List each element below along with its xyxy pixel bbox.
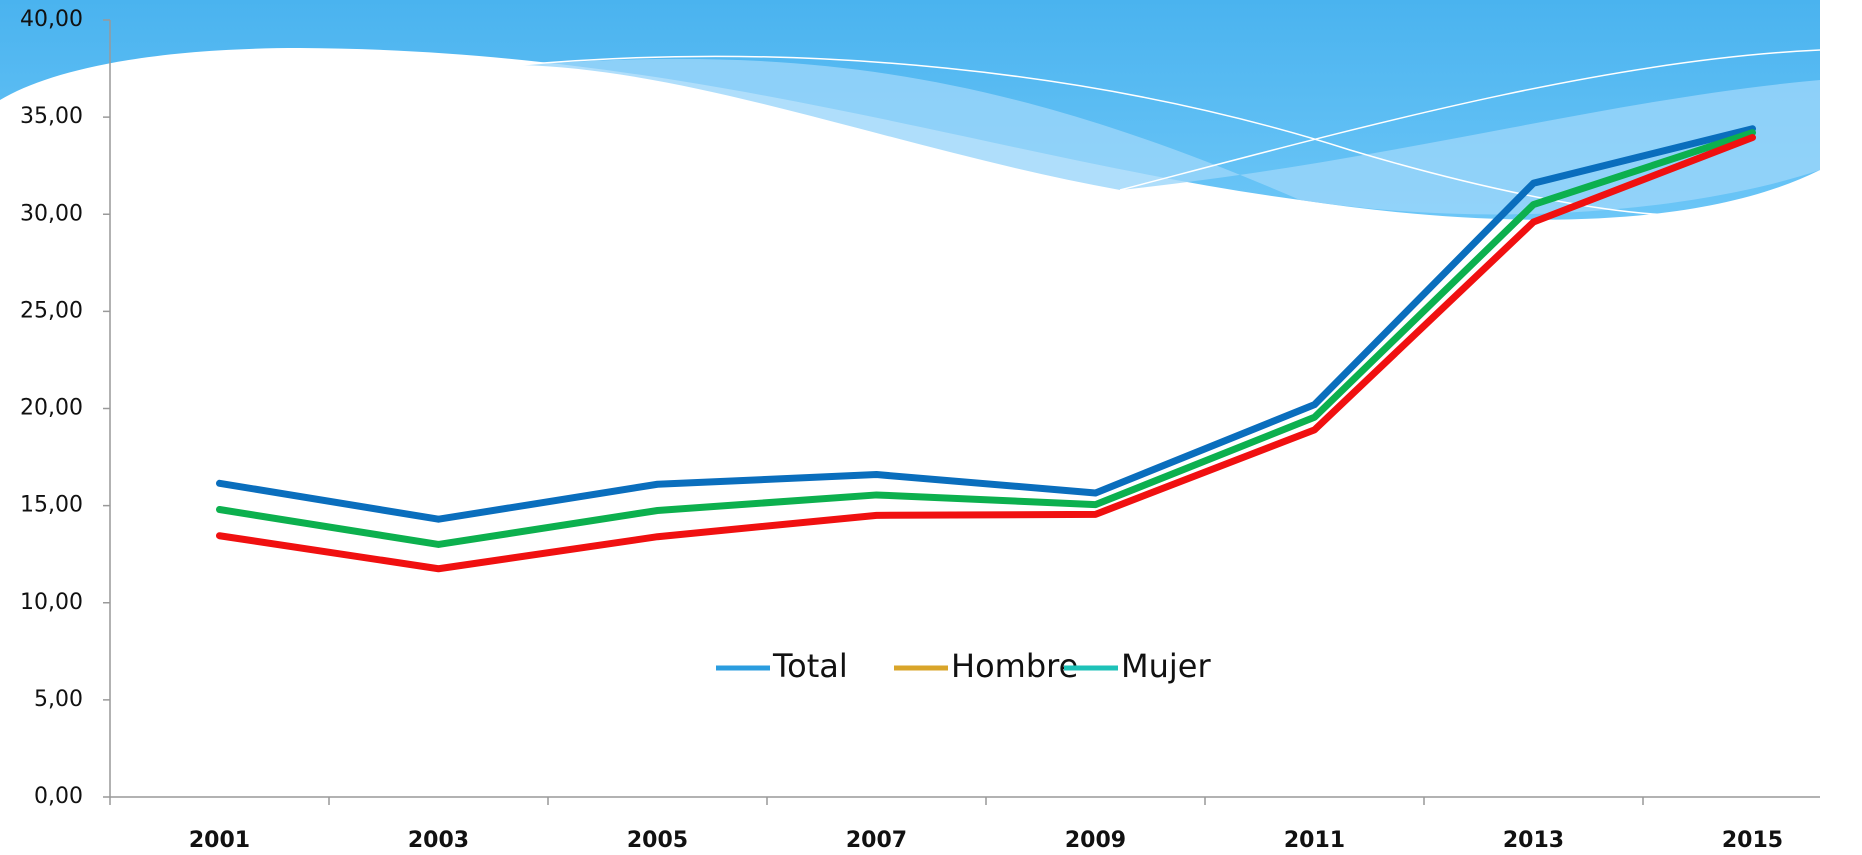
y-tick-label: 15,00 bbox=[20, 493, 83, 518]
legend-label: Total bbox=[772, 647, 848, 685]
x-tick-label: 2011 bbox=[1284, 828, 1345, 853]
x-tick-label: 2003 bbox=[408, 828, 469, 853]
y-tick-label: 40,00 bbox=[20, 7, 83, 32]
background-wave bbox=[0, 0, 1821, 220]
y-tick-label: 5,00 bbox=[34, 687, 83, 712]
x-tick-label: 2015 bbox=[1722, 828, 1783, 853]
y-tick-label: 20,00 bbox=[20, 396, 83, 421]
x-tick-label: 2013 bbox=[1503, 828, 1564, 853]
y-tick-label: 35,00 bbox=[20, 104, 83, 129]
y-tick-label: 0,00 bbox=[34, 784, 83, 809]
x-tick-label: 2007 bbox=[846, 828, 907, 853]
series-line bbox=[216, 129, 1756, 548]
y-tick-label: 30,00 bbox=[20, 201, 83, 226]
series-line bbox=[216, 125, 1756, 523]
x-tick-label: 2005 bbox=[627, 828, 688, 853]
y-tick-label: 10,00 bbox=[20, 590, 83, 615]
series-line bbox=[216, 134, 1756, 573]
x-tick-label: 2009 bbox=[1065, 828, 1126, 853]
x-tick-label: 2001 bbox=[189, 828, 250, 853]
legend-label: Mujer bbox=[1121, 647, 1211, 685]
legend-label: Hombre bbox=[951, 647, 1078, 685]
y-tick-label: 25,00 bbox=[20, 298, 83, 323]
